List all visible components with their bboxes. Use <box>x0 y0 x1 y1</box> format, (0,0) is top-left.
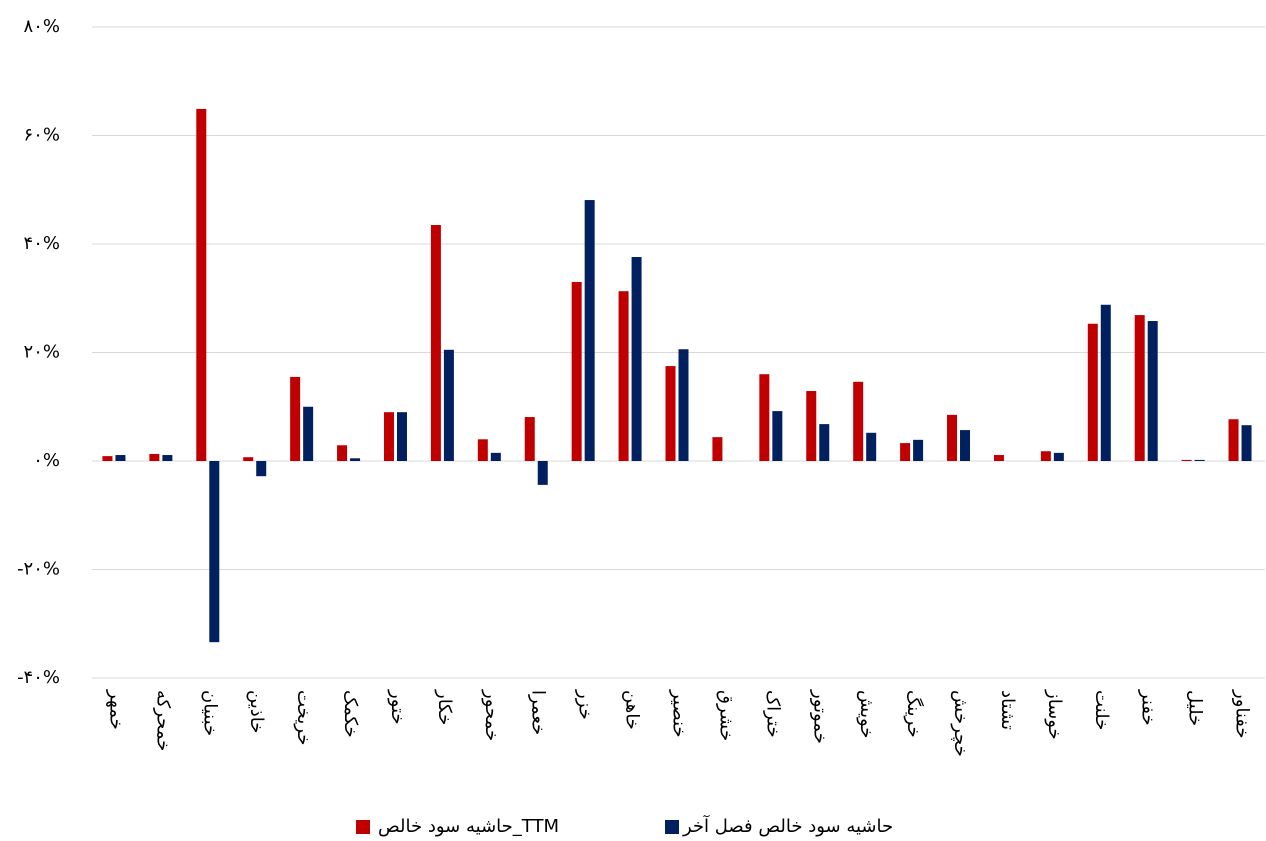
x-tick-label: خرینگ <box>903 690 925 738</box>
x-tick-label: خشرق <box>715 690 736 741</box>
legend-label: حاشیه سود خالص_TTM <box>378 816 559 837</box>
bar <box>772 411 783 461</box>
x-tick-label: خلنت <box>1091 690 1112 730</box>
bar <box>524 417 535 461</box>
bar <box>631 257 642 461</box>
bar <box>209 461 220 643</box>
x-tick-label: خریخت <box>293 690 314 745</box>
bar <box>490 452 501 461</box>
bar <box>1241 425 1252 461</box>
bar <box>396 412 407 461</box>
x-tick-label: خنصیر <box>669 689 690 738</box>
x-tick-label: تشتاد <box>997 690 1018 730</box>
x-tick-label: خمحور <box>481 689 502 741</box>
x-tick-label: خمهر <box>105 689 126 730</box>
bar <box>1147 321 1158 461</box>
bar <box>993 455 1004 461</box>
bar <box>243 457 254 461</box>
bar <box>1100 304 1111 461</box>
x-tick-label: خویش <box>856 690 877 738</box>
legend-swatch <box>356 820 370 834</box>
bar <box>162 455 173 461</box>
bar <box>102 456 113 461</box>
bar <box>196 108 207 461</box>
bar <box>1181 459 1192 461</box>
x-tick-label: خوساز <box>1044 689 1065 740</box>
x-tick-label: خاذین <box>246 690 267 733</box>
bar <box>866 432 877 461</box>
bar <box>913 439 924 461</box>
bar <box>819 424 830 461</box>
x-tick-label: خعمرا <box>528 690 549 735</box>
x-tick-label: خموتور <box>809 689 830 744</box>
bar <box>350 458 361 461</box>
bar <box>477 439 488 461</box>
bar <box>115 455 126 461</box>
bar <box>383 412 394 461</box>
bar <box>337 445 348 461</box>
y-tick-label: ۴۰% <box>24 233 60 254</box>
legend-label: حاشیه سود خالص فصل آخر <box>682 814 893 837</box>
bar <box>537 461 548 485</box>
bar <box>618 291 629 461</box>
x-tick-label: خزر <box>575 689 596 720</box>
bar <box>1194 459 1205 461</box>
bar <box>806 391 817 461</box>
x-tick-label: ختور <box>387 689 408 725</box>
bar <box>1053 452 1064 461</box>
bar <box>665 366 676 461</box>
bar <box>430 225 441 461</box>
x-tick-label: ختراک <box>762 690 783 738</box>
x-tick-label: خچرخش <box>950 690 971 757</box>
bar <box>149 453 160 461</box>
x-tick-label: خلیل <box>1185 690 1206 726</box>
bar <box>1134 315 1145 461</box>
x-tick-label: خفنر <box>1138 689 1159 726</box>
x-tick-label: خمحرکه <box>152 690 173 751</box>
bar <box>584 200 595 461</box>
x-tick-label: خبنیان <box>199 690 220 736</box>
x-tick-label: خکار <box>434 689 455 725</box>
y-tick-label: -۲۰% <box>17 559 60 580</box>
x-tick-label: خاهن <box>622 690 643 730</box>
bar <box>759 374 770 461</box>
y-tick-label: ۶۰% <box>24 125 60 146</box>
y-tick-label: ۰% <box>33 450 60 471</box>
bar <box>303 406 314 461</box>
x-tick-label: خکمک <box>340 690 361 738</box>
y-tick-label: ۲۰% <box>24 342 60 363</box>
y-tick-label: ۸۰% <box>24 16 60 37</box>
bar <box>853 381 864 461</box>
bar <box>947 414 958 461</box>
bar <box>1040 451 1051 461</box>
bar <box>256 461 267 477</box>
bar <box>1228 419 1239 461</box>
bar <box>960 430 971 461</box>
bar <box>678 349 689 461</box>
bar <box>290 376 301 461</box>
bar <box>1087 323 1098 461</box>
bar <box>571 281 582 461</box>
x-tick-label: خفناور <box>1232 689 1253 739</box>
legend-swatch <box>665 820 679 834</box>
bar <box>712 437 723 461</box>
bar <box>443 349 454 461</box>
y-tick-label: -۴۰% <box>17 667 60 688</box>
bar <box>900 443 911 461</box>
